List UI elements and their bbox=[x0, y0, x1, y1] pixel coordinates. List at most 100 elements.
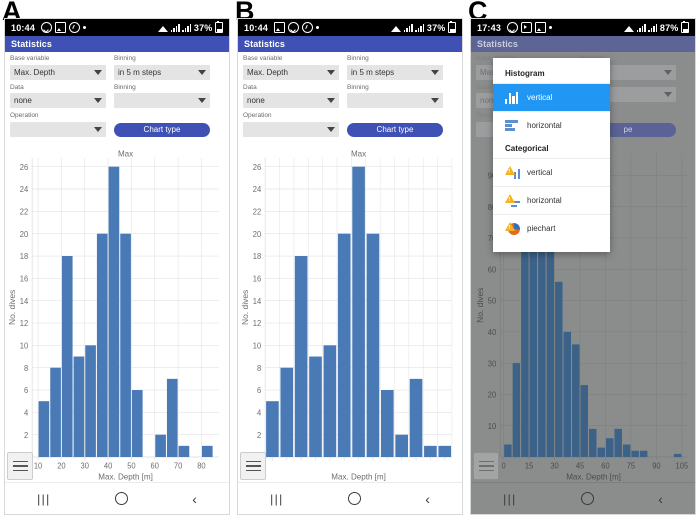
chart-type-button-label: Chart type bbox=[143, 125, 181, 134]
recent-apps-icon[interactable]: ||| bbox=[503, 491, 517, 506]
signal-icon-1 bbox=[403, 23, 413, 32]
data-value: none bbox=[480, 96, 498, 105]
svg-text:24: 24 bbox=[253, 185, 262, 194]
menu-item-label: vertical bbox=[527, 168, 553, 177]
menu-fab-b[interactable] bbox=[240, 452, 266, 480]
base-variable-value: Max. Depth bbox=[247, 67, 288, 77]
chevron-down-icon bbox=[664, 91, 672, 97]
menu-item-vertical[interactable]: vertical bbox=[493, 83, 610, 111]
controls-panel-a: Base variable Max. Depth Binning in 5 m … bbox=[5, 52, 229, 142]
operation-label: Opera bbox=[476, 112, 495, 119]
operation-select[interactable] bbox=[243, 121, 339, 137]
menu-fab-a[interactable] bbox=[7, 452, 33, 480]
status-clock: 10:44 bbox=[11, 22, 36, 33]
menu-item-label: piechart bbox=[527, 224, 556, 233]
svg-text:90: 90 bbox=[652, 461, 660, 470]
menu-item-vertical[interactable]: vertical bbox=[493, 158, 610, 186]
menu-item-horizontal[interactable]: horizontal bbox=[493, 186, 610, 214]
data-select[interactable]: none bbox=[10, 93, 106, 108]
binning2-select[interactable] bbox=[114, 93, 210, 108]
svg-text:8: 8 bbox=[24, 363, 28, 372]
battery-icon bbox=[215, 20, 223, 33]
chart-type-button[interactable]: Chart type bbox=[114, 122, 210, 137]
svg-text:40: 40 bbox=[488, 327, 496, 336]
home-icon[interactable] bbox=[114, 492, 128, 505]
signal-icon-2 bbox=[415, 23, 425, 32]
recent-apps-icon[interactable]: ||| bbox=[37, 491, 51, 506]
android-nav-bar-c: ||| ‹ bbox=[471, 482, 695, 514]
app-title: Statistics bbox=[11, 39, 53, 49]
data-label: Data bbox=[10, 83, 24, 91]
svg-text:Max: Max bbox=[118, 149, 134, 158]
categorical-vertical-icon bbox=[505, 166, 520, 179]
svg-text:22: 22 bbox=[20, 207, 28, 216]
svg-text:90: 90 bbox=[488, 171, 496, 180]
signal-icon-1 bbox=[636, 23, 646, 32]
base-variable-select[interactable]: Max. Depth bbox=[10, 64, 106, 80]
panel-a: A 10:44 37% Statisti bbox=[0, 0, 233, 519]
svg-text:80: 80 bbox=[197, 461, 205, 470]
status-clock: 17:43 bbox=[477, 22, 502, 33]
back-icon[interactable]: ‹ bbox=[425, 490, 430, 507]
chart-type-button-label: pe bbox=[623, 125, 633, 134]
svg-text:10: 10 bbox=[253, 341, 261, 350]
svg-text:22: 22 bbox=[253, 207, 261, 216]
binning1-label: Binning bbox=[114, 55, 136, 62]
back-icon[interactable]: ‹ bbox=[658, 490, 663, 507]
android-nav-bar-a: ||| ‹ bbox=[5, 482, 229, 514]
svg-text:0: 0 bbox=[502, 461, 506, 470]
binning1-select[interactable]: in 5 m steps bbox=[347, 64, 443, 80]
battery-percent: 87% bbox=[659, 22, 679, 33]
menu-item-label: vertical bbox=[527, 93, 553, 102]
operation-select[interactable] bbox=[10, 121, 106, 137]
chevron-down-icon bbox=[664, 69, 672, 75]
categorical-horizontal-icon bbox=[505, 194, 520, 207]
histogram-chart-b: 02468101214161820222426MaxMax. Depth [m]… bbox=[240, 144, 458, 482]
recent-apps-icon[interactable]: ||| bbox=[270, 491, 284, 506]
menu-section-header: Categorical bbox=[505, 144, 549, 153]
chart-type-button-label: Chart type bbox=[376, 125, 414, 134]
chart-area-a: 024681012141618202224261020304050607080M… bbox=[5, 141, 229, 482]
binning2-select[interactable] bbox=[347, 93, 443, 108]
svg-text:80: 80 bbox=[488, 202, 496, 211]
status-bar-c: 17:43 87% bbox=[471, 19, 695, 36]
status-bar-a: 10:44 37% bbox=[5, 19, 229, 36]
battery-icon bbox=[681, 20, 689, 33]
home-icon[interactable] bbox=[580, 492, 594, 505]
piechart-icon bbox=[505, 222, 520, 235]
svg-text:70: 70 bbox=[488, 233, 496, 242]
chart-type-button[interactable]: Chart type bbox=[347, 122, 443, 137]
base-variable-value: Max bbox=[480, 67, 496, 77]
svg-text:12: 12 bbox=[253, 319, 261, 328]
svg-text:2: 2 bbox=[257, 430, 261, 439]
battery-percent: 37% bbox=[426, 22, 446, 33]
base-variable-select[interactable]: Max. Depth bbox=[243, 64, 339, 80]
binning2-label: Binning bbox=[114, 83, 136, 91]
data-select[interactable]: none bbox=[243, 93, 339, 108]
svg-text:4: 4 bbox=[24, 408, 29, 417]
phone-screen-c: 17:43 87% Statistics bbox=[470, 18, 696, 515]
binning2-label: Binning bbox=[347, 83, 369, 91]
svg-text:15: 15 bbox=[525, 461, 533, 470]
svg-text:16: 16 bbox=[253, 274, 261, 283]
chevron-down-icon bbox=[94, 126, 102, 132]
chart-type-menu[interactable]: Histogram vertical horizontal Categorical ve… bbox=[493, 58, 610, 252]
back-icon[interactable]: ‹ bbox=[192, 490, 197, 507]
chevron-down-icon bbox=[94, 98, 102, 103]
chevron-down-icon bbox=[327, 98, 335, 103]
home-icon[interactable] bbox=[347, 492, 361, 505]
menu-item-label: horizontal bbox=[527, 196, 562, 205]
binning1-select[interactable]: in 5 m steps bbox=[114, 64, 210, 80]
svg-text:24: 24 bbox=[20, 185, 29, 194]
svg-text:105: 105 bbox=[676, 461, 689, 470]
chevron-down-icon bbox=[327, 126, 335, 132]
menu-item-horizontal[interactable]: horizontal bbox=[493, 111, 610, 139]
svg-text:Max. Depth [m]: Max. Depth [m] bbox=[566, 472, 621, 481]
svg-text:60: 60 bbox=[488, 265, 496, 274]
app-title: Statistics bbox=[244, 39, 286, 49]
binning1-label: Binning bbox=[347, 55, 369, 62]
svg-text:Max. Depth [m]: Max. Depth [m] bbox=[331, 472, 386, 481]
menu-fab-c[interactable] bbox=[473, 452, 499, 480]
wifi-icon bbox=[624, 24, 635, 32]
menu-item-piechart[interactable]: piechart bbox=[493, 214, 610, 242]
